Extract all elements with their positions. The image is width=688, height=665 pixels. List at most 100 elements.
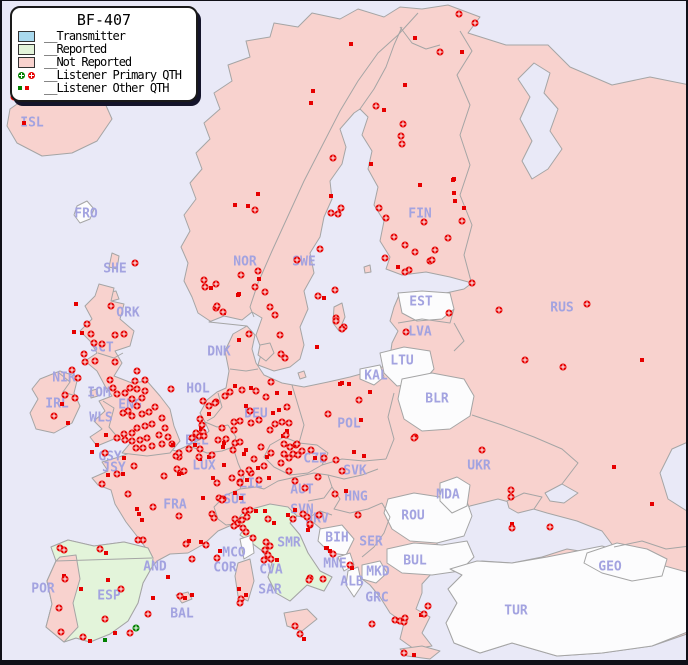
listener-primary-red-marker bbox=[228, 474, 236, 482]
listener-primary-red-marker bbox=[221, 392, 229, 400]
listener-primary-red-marker bbox=[141, 422, 149, 430]
listener-other-red-marker bbox=[90, 450, 94, 454]
listener-primary-red-marker bbox=[399, 120, 407, 128]
country-blr-shape bbox=[397, 372, 475, 432]
listener-primary-red-marker bbox=[236, 599, 244, 607]
listener-primary-red-marker bbox=[237, 469, 245, 477]
listener-primary-red-marker bbox=[128, 437, 136, 445]
listener-primary-red-marker bbox=[201, 283, 209, 291]
listener-primary-red-marker bbox=[130, 462, 138, 470]
listener-other-red-marker bbox=[166, 575, 170, 579]
listener-other-red-marker bbox=[60, 402, 64, 406]
listener-primary-red-marker bbox=[420, 610, 428, 618]
listener-other-red-marker bbox=[218, 549, 222, 553]
listener-primary-red-marker bbox=[188, 555, 196, 563]
country-kal-shape bbox=[359, 364, 385, 386]
listener-primary-red-marker bbox=[80, 350, 88, 358]
listener-primary-red-marker bbox=[280, 450, 288, 458]
listener-other-green-marker bbox=[103, 638, 107, 642]
listener-other-red-marker bbox=[207, 412, 211, 416]
listener-primary-red-marker bbox=[396, 617, 404, 625]
country-label-geo: GEO bbox=[598, 559, 622, 575]
listener-other-red-marker bbox=[350, 566, 354, 570]
country-label-hol: HOL bbox=[186, 381, 210, 397]
listener-primary-red-marker bbox=[101, 449, 109, 457]
listener-other-red-marker bbox=[135, 507, 139, 511]
listener-primary-red-marker bbox=[211, 399, 219, 407]
listener-primary-red-marker bbox=[249, 534, 257, 542]
listener-primary-red-marker bbox=[172, 452, 180, 460]
listener-primary-red-marker bbox=[213, 479, 221, 487]
listener-primary-red-marker bbox=[195, 432, 203, 440]
listener-primary-red-marker bbox=[329, 550, 337, 558]
country-mda-shape bbox=[439, 476, 471, 514]
listener-primary-red-marker bbox=[293, 256, 301, 264]
listener-primary-red-marker bbox=[280, 440, 288, 448]
listener-primary-red-marker bbox=[238, 516, 246, 524]
listener-primary-red-marker bbox=[355, 396, 363, 404]
listener-primary-red-marker bbox=[346, 561, 354, 569]
listener-primary-red-marker bbox=[283, 403, 291, 411]
listener-other-red-marker bbox=[347, 382, 351, 386]
listener-primary-red-marker bbox=[314, 473, 322, 481]
listener-primary-red-marker bbox=[134, 536, 142, 544]
listener-primary-red-marker bbox=[306, 520, 314, 528]
listener-primary-red-marker bbox=[401, 241, 409, 249]
country-iom-shape bbox=[89, 388, 99, 399]
listener-primary-red-marker bbox=[121, 389, 129, 397]
listener-primary-red-marker bbox=[583, 300, 591, 308]
listener-other-red-marker bbox=[244, 593, 248, 597]
listener-other-red-marker bbox=[237, 338, 241, 342]
listener-other-red-marker bbox=[302, 637, 306, 641]
listener-primary-red-marker bbox=[175, 449, 183, 457]
country-label-bal: BAL bbox=[170, 606, 194, 622]
listener-primary-red-marker bbox=[546, 523, 554, 531]
listener-other-red-marker bbox=[352, 450, 356, 454]
listener-primary-red-marker bbox=[214, 436, 222, 444]
listener-other-red-marker bbox=[256, 192, 260, 196]
listener-primary-red-marker bbox=[230, 418, 238, 426]
other-qth-icon bbox=[25, 86, 29, 90]
country-alb-shape bbox=[345, 566, 363, 598]
listener-other-red-marker bbox=[121, 472, 125, 476]
listener-primary-red-marker bbox=[213, 554, 221, 562]
listener-other-red-marker bbox=[451, 178, 455, 182]
legend-swatch-circles bbox=[18, 71, 44, 79]
listener-primary-red-marker bbox=[139, 536, 147, 544]
listener-primary-red-marker bbox=[138, 410, 146, 418]
listener-other-red-marker bbox=[95, 443, 99, 447]
listener-primary-red-marker bbox=[320, 454, 328, 462]
listener-primary-red-marker bbox=[436, 48, 444, 56]
listener-primary-red-marker bbox=[117, 585, 125, 593]
listener-other-red-marker bbox=[74, 302, 78, 306]
listener-primary-red-marker bbox=[243, 513, 251, 521]
listener-primary-red-marker bbox=[113, 470, 121, 478]
country-label-isl: ISL bbox=[20, 115, 44, 131]
legend-item-label: __Listener Primary QTH bbox=[44, 68, 182, 82]
listener-other-red-marker bbox=[396, 265, 400, 269]
legend-swatch-rect bbox=[18, 30, 44, 42]
country-label-sar: SAR bbox=[258, 582, 282, 598]
legend-item-4: __Listener Other QTH bbox=[18, 81, 190, 95]
listener-primary-red-marker bbox=[382, 214, 390, 222]
listener-primary-red-marker bbox=[61, 575, 69, 583]
listener-primary-red-marker bbox=[251, 283, 259, 291]
listener-other-red-marker bbox=[272, 521, 276, 525]
country-label-cor: COR bbox=[213, 560, 237, 576]
country-label-lva: LVA bbox=[408, 324, 432, 340]
country-label-est: EST bbox=[409, 294, 433, 310]
listener-primary-red-marker bbox=[262, 393, 270, 401]
listener-primary-red-marker bbox=[128, 395, 136, 403]
listener-primary-red-marker bbox=[444, 234, 452, 242]
listener-primary-red-marker bbox=[196, 415, 204, 423]
listener-other-red-marker bbox=[418, 183, 422, 187]
listener-primary-red-marker bbox=[428, 256, 436, 264]
listener-primary-red-marker bbox=[400, 649, 408, 657]
listener-primary-red-marker bbox=[158, 440, 166, 448]
listener-other-red-marker bbox=[640, 358, 644, 362]
listener-other-red-marker bbox=[311, 89, 315, 93]
listener-other-red-marker bbox=[244, 448, 248, 452]
listener-primary-red-marker bbox=[121, 436, 129, 444]
listener-primary-red-marker bbox=[401, 268, 409, 276]
